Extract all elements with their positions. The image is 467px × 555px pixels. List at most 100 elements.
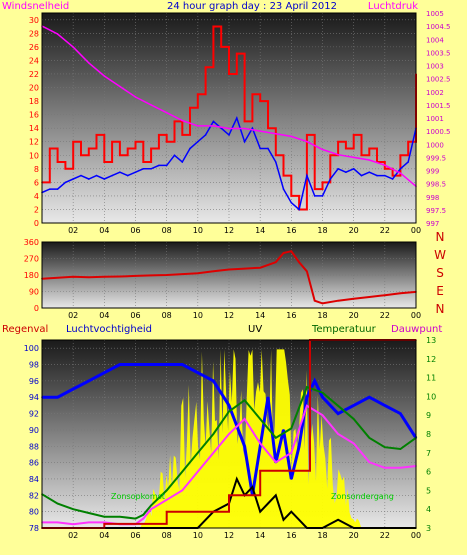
wind-data-point bbox=[352, 134, 355, 136]
wind-data-point bbox=[165, 164, 168, 167]
panel-climate-frame bbox=[41, 339, 417, 529]
left-tick-label: 28 bbox=[29, 29, 39, 38]
annotation-sunset: Zonsondergang bbox=[331, 492, 394, 501]
x-tick-label: 00 bbox=[411, 531, 421, 540]
wind-data-point bbox=[259, 130, 261, 132]
wind-data-point bbox=[189, 107, 191, 109]
wind-data-point bbox=[329, 154, 332, 157]
wind-data-point bbox=[352, 156, 355, 159]
climate-data-point bbox=[298, 445, 300, 448]
wind-data-point bbox=[189, 147, 191, 150]
wind-data-point bbox=[313, 188, 316, 190]
x-tick-label: 14 bbox=[255, 311, 265, 320]
direction-data-point bbox=[228, 268, 230, 271]
wind-data-point bbox=[368, 171, 371, 173]
climate-data-point bbox=[352, 404, 355, 407]
header-regenval: Regenval bbox=[2, 324, 48, 335]
climate-data-point bbox=[399, 412, 402, 415]
wind-data-point bbox=[181, 119, 184, 122]
climate-data-point bbox=[134, 517, 137, 520]
climate-data-point bbox=[321, 414, 324, 417]
climate-data-point bbox=[228, 494, 230, 497]
climate-data-point bbox=[337, 405, 339, 407]
x-tick-label: 00 bbox=[411, 226, 421, 235]
climate-data-point bbox=[306, 386, 308, 388]
left-tick-label: 0 bbox=[34, 304, 39, 313]
direction-data-point bbox=[181, 273, 184, 275]
climate-data-point bbox=[228, 433, 230, 435]
wind-data-point bbox=[345, 147, 347, 150]
wind-data-point bbox=[95, 174, 98, 177]
right-tick-label: 1003.5 bbox=[426, 49, 451, 57]
annotation-sunrise: Zonsopkomst bbox=[111, 492, 165, 501]
right-tick-label: 6 bbox=[426, 468, 431, 477]
wind-data-point bbox=[329, 178, 332, 180]
wind-data-point bbox=[173, 120, 176, 123]
climate-series-line bbox=[41, 385, 417, 520]
x-tick-label: 16 bbox=[286, 226, 296, 235]
wind-data-point bbox=[197, 140, 199, 143]
right-tick-label: 998.5 bbox=[426, 181, 446, 189]
right-tick-label: 7 bbox=[426, 449, 431, 458]
climate-data-point bbox=[204, 519, 207, 521]
panel-wind-series bbox=[41, 25, 417, 211]
right-tick-label: 997 bbox=[426, 220, 439, 228]
climate-data-point bbox=[290, 452, 293, 454]
panel-wind-axes: 024681012141618202224262830997997.599899… bbox=[29, 10, 451, 235]
x-tick-label: 06 bbox=[130, 311, 140, 320]
wind-data-point bbox=[399, 168, 402, 170]
wind-data-point bbox=[111, 174, 113, 177]
wind-data-point bbox=[197, 125, 199, 127]
climate-data-point bbox=[165, 363, 168, 366]
climate-data-point bbox=[368, 436, 371, 439]
climate-data-point bbox=[87, 380, 90, 382]
climate-data-point bbox=[228, 410, 230, 413]
left-tick-label: 0 bbox=[34, 219, 39, 228]
left-tick-label: 10 bbox=[29, 151, 39, 160]
right-tick-label: 999 bbox=[426, 168, 439, 176]
climate-data-point bbox=[290, 478, 293, 480]
wind-data-point bbox=[384, 174, 386, 177]
direction-data-point bbox=[352, 298, 355, 300]
climate-data-point bbox=[267, 502, 269, 505]
wind-data-point bbox=[87, 178, 90, 180]
x-tick-label: 06 bbox=[130, 531, 140, 540]
wind-data-point bbox=[212, 125, 215, 127]
compass-label: S bbox=[436, 266, 444, 280]
climate-series-line bbox=[42, 404, 417, 526]
direction-data-point bbox=[119, 275, 121, 278]
wind-data-point bbox=[274, 161, 277, 163]
climate-data-point bbox=[72, 508, 74, 511]
wind-data-point bbox=[173, 154, 176, 157]
climate-data-point bbox=[337, 519, 339, 521]
climate-data-point bbox=[197, 470, 199, 473]
climate-data-point bbox=[384, 446, 386, 448]
left-tick-label: 270 bbox=[24, 255, 39, 264]
left-tick-label: 12 bbox=[29, 138, 39, 147]
right-axis-label: Luchtdruk bbox=[368, 1, 418, 12]
climate-data-point bbox=[56, 521, 59, 524]
climate-data-point bbox=[212, 433, 215, 435]
wind-data-point bbox=[235, 52, 238, 55]
right-tick-label: 1005 bbox=[426, 10, 444, 18]
panel-direction-frame bbox=[41, 241, 417, 309]
chart-title: 24 hour graph day : 23 April 2012 bbox=[167, 1, 337, 12]
wind-data-point bbox=[306, 140, 308, 143]
header-uv: UV bbox=[248, 324, 262, 335]
climate-data-point bbox=[235, 478, 238, 480]
left-tick-label: 96 bbox=[29, 377, 39, 386]
direction-data-point bbox=[72, 276, 74, 278]
left-tick-label: 22 bbox=[29, 70, 39, 79]
wind-data-point bbox=[165, 111, 168, 114]
wind-data-point bbox=[290, 201, 293, 204]
direction-data-point bbox=[197, 272, 199, 274]
wind-data-point bbox=[72, 140, 74, 143]
wind-data-point bbox=[181, 161, 184, 163]
climate-data-point bbox=[243, 445, 246, 448]
wind-data-point bbox=[228, 127, 230, 130]
direction-data-point bbox=[259, 266, 261, 269]
climate-data-point bbox=[87, 512, 90, 514]
climate-data-point bbox=[313, 380, 316, 382]
climate-data-point bbox=[181, 489, 184, 492]
wind-data-point bbox=[150, 104, 152, 106]
